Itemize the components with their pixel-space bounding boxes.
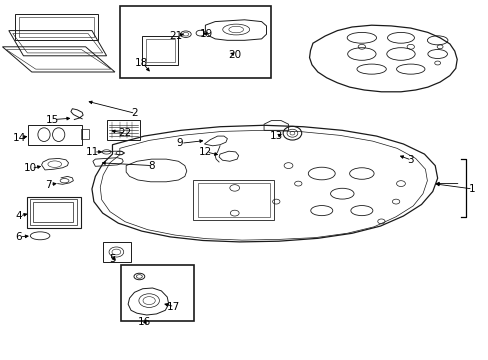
Bar — [27, 197, 81, 228]
Text: 12: 12 — [198, 147, 212, 157]
Bar — [28, 125, 82, 145]
Text: 13: 13 — [269, 131, 283, 141]
Bar — [81, 129, 89, 139]
Bar — [33, 202, 73, 222]
Text: 18: 18 — [135, 58, 148, 68]
Text: 1: 1 — [468, 184, 474, 194]
Text: 5: 5 — [109, 254, 116, 264]
Text: 4: 4 — [15, 211, 22, 221]
Bar — [145, 39, 175, 62]
Bar — [120, 6, 271, 78]
Bar — [106, 120, 140, 140]
Text: 15: 15 — [46, 114, 60, 125]
Bar — [30, 199, 77, 225]
Bar — [102, 242, 131, 262]
Text: 2: 2 — [131, 108, 138, 118]
Text: 7: 7 — [45, 180, 52, 190]
Bar — [121, 265, 193, 321]
Text: 8: 8 — [148, 161, 155, 171]
Text: 20: 20 — [228, 50, 241, 60]
Text: 16: 16 — [137, 317, 151, 327]
Text: 10: 10 — [24, 163, 37, 174]
Bar — [193, 180, 273, 220]
Bar — [198, 183, 270, 217]
Text: 22: 22 — [118, 128, 131, 138]
Text: 3: 3 — [407, 155, 413, 165]
Text: 19: 19 — [199, 29, 213, 39]
Text: 11: 11 — [86, 147, 100, 157]
Text: 14: 14 — [13, 132, 26, 143]
Bar — [142, 36, 178, 65]
Text: 9: 9 — [176, 138, 183, 148]
Text: 17: 17 — [166, 302, 180, 312]
Text: 21: 21 — [169, 31, 183, 41]
Text: 6: 6 — [15, 232, 22, 242]
